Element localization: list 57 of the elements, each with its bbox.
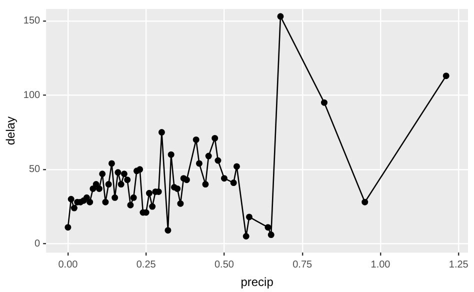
point (220, 175, 228, 182)
point (130, 194, 137, 201)
point (233, 163, 240, 170)
point (192, 136, 200, 143)
point (146, 190, 152, 196)
point (112, 194, 118, 201)
point (64, 224, 72, 231)
y-tick-label: 100 (23, 90, 41, 101)
point (168, 151, 174, 158)
point (127, 202, 134, 208)
x-tick-label: 1.25 (448, 259, 469, 270)
point (164, 227, 172, 234)
y-tick-label: 150 (23, 16, 41, 27)
point (105, 181, 112, 188)
x-tick-label: 0.00 (58, 259, 78, 270)
y-tick-label: 50 (28, 164, 41, 176)
x-tick-label: 0.75 (292, 259, 313, 270)
point (102, 198, 109, 206)
point (320, 99, 328, 106)
point (120, 170, 128, 178)
point (214, 157, 222, 164)
point (442, 72, 450, 80)
point (96, 185, 102, 192)
point (246, 214, 252, 220)
point (136, 166, 144, 173)
point (202, 181, 209, 188)
point (205, 152, 212, 160)
point (268, 232, 274, 238)
y-tick-label: 0 (34, 238, 41, 250)
point (158, 129, 165, 136)
point (124, 176, 131, 184)
point (183, 176, 190, 184)
point (86, 198, 94, 206)
x-axis-title: precip (240, 275, 274, 290)
y-axis-title: delay (4, 116, 18, 146)
point (108, 160, 115, 167)
point (99, 170, 106, 178)
x-tick-label: 1.00 (370, 259, 391, 270)
point (90, 185, 96, 192)
point (362, 198, 368, 206)
point (174, 185, 181, 192)
point (196, 160, 202, 167)
point (92, 181, 100, 188)
point (177, 200, 184, 207)
point (242, 233, 250, 240)
point (68, 196, 74, 202)
point (230, 180, 237, 186)
point (277, 13, 284, 20)
point (118, 181, 124, 188)
point (70, 204, 78, 212)
point (212, 134, 218, 142)
point (114, 169, 122, 176)
x-tick-label: 0.50 (214, 259, 234, 270)
point (149, 203, 156, 210)
x-tick-label: 0.25 (136, 259, 156, 270)
point (264, 224, 272, 231)
point (83, 194, 90, 201)
